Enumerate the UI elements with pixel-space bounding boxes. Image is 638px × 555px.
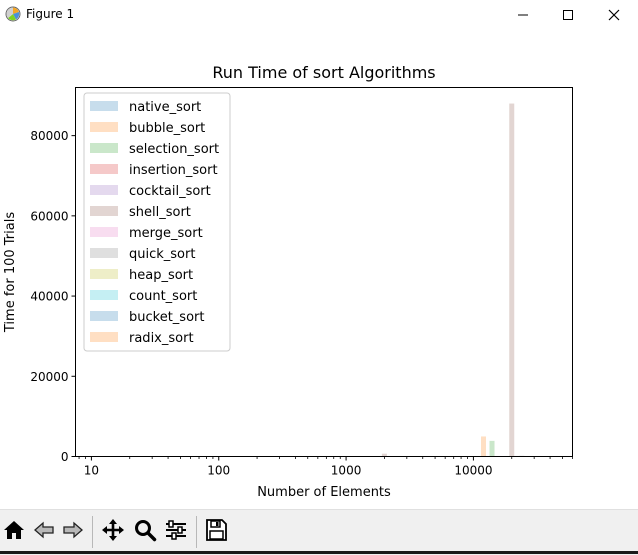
- legend-label-cocktail_sort: cocktail_sort: [129, 184, 211, 199]
- y-tick-label: 40000: [30, 290, 68, 304]
- legend-label-quick_sort: quick_sort: [129, 247, 195, 262]
- x-tick-label: 10: [84, 464, 99, 478]
- legend-label-insertion_sort: insertion_sort: [129, 163, 218, 178]
- navigation-toolbar: [0, 509, 638, 555]
- maximize-button[interactable]: [545, 0, 591, 30]
- y-tick-label: 80000: [30, 129, 68, 143]
- back-button[interactable]: [30, 516, 58, 548]
- legend-swatch-selection_sort: [90, 143, 118, 153]
- bar-selection_sort-3: [490, 441, 495, 457]
- legend: native_sort bubble_sort selection_sortinse…: [84, 93, 230, 351]
- x-axis-label: Number of Elements: [257, 485, 391, 500]
- close-icon: [608, 9, 620, 21]
- legend-label-bubble_sort: bubble_sort: [129, 121, 205, 136]
- legend-swatch-cocktail_sort: [90, 185, 118, 195]
- minimize-button[interactable]: [500, 0, 546, 30]
- figure-canvas: 10 100 1000 10000 0 20000 40000 60000 80000 Run …: [0, 30, 638, 508]
- bar-shell_sort-3: [509, 104, 514, 457]
- legend-label-selection_sort: selection_sort: [129, 142, 219, 157]
- back-arrow-icon: [32, 518, 56, 546]
- toolbar-separator: [92, 516, 93, 548]
- y-axis-label: Time for 100 Trials: [3, 212, 18, 333]
- toolbar-separator: [196, 516, 197, 548]
- legend-label-shell_sort: shell_sort: [129, 205, 191, 220]
- legend-swatch-quick_sort: [90, 248, 118, 258]
- bar-bubble_sort-3: [481, 436, 486, 456]
- legend-swatch-bucket_sort: [90, 311, 118, 321]
- legend-label-count_sort: count_sort: [129, 289, 197, 304]
- legend-swatch-radix_sort: [90, 332, 118, 342]
- x-tick-label: 100: [207, 464, 230, 478]
- y-tick-label: 0: [61, 450, 69, 464]
- floppy-disk-icon: [204, 518, 228, 546]
- window-titlebar: Figure 1: [0, 0, 638, 30]
- y-tick-label: 20000: [30, 370, 68, 384]
- matplotlib-logo-icon: [5, 6, 21, 22]
- window-title: Figure 1: [26, 7, 74, 21]
- legend-swatch-shell_sort: [90, 206, 118, 216]
- home-button[interactable]: [0, 516, 28, 548]
- x-tick-label: 1000: [331, 464, 362, 478]
- chart-title: Run Time of sort Algorithms: [212, 63, 435, 82]
- close-button[interactable]: [591, 0, 637, 30]
- maximize-icon: [563, 10, 573, 20]
- legend-label-native_sort: native_sort: [129, 100, 201, 115]
- magnifier-icon: [133, 518, 157, 546]
- legend-swatch-heap_sort: [90, 269, 118, 279]
- sliders-icon: [164, 518, 188, 546]
- pan-button[interactable]: [99, 516, 127, 548]
- forward-arrow-icon: [61, 518, 85, 546]
- legend-label-merge_sort: merge_sort: [129, 226, 203, 241]
- minimize-icon: [518, 10, 528, 20]
- configure-subplots-button[interactable]: [162, 516, 190, 548]
- legend-swatch-insertion_sort: [90, 164, 118, 174]
- legend-swatch-native_sort: [90, 101, 118, 111]
- move-icon: [101, 518, 125, 546]
- y-tick-label: 60000: [30, 209, 68, 223]
- legend-label-bucket_sort: bucket_sort: [129, 310, 204, 325]
- bars-layer: [226, 104, 524, 457]
- legend-label-radix_sort: radix_sort: [129, 331, 194, 346]
- run-time-chart: 10 100 1000 10000 0 20000 40000 60000 80000 Run …: [0, 30, 638, 508]
- legend-swatch-count_sort: [90, 290, 118, 300]
- home-icon: [2, 518, 26, 546]
- legend-swatch-bubble_sort: [90, 122, 118, 132]
- legend-swatch-merge_sort: [90, 227, 118, 237]
- forward-button[interactable]: [59, 516, 87, 548]
- zoom-button[interactable]: [131, 516, 159, 548]
- x-tick-label: 10000: [454, 464, 492, 478]
- save-button[interactable]: [202, 516, 230, 548]
- legend-label-heap_sort: heap_sort: [129, 268, 193, 283]
